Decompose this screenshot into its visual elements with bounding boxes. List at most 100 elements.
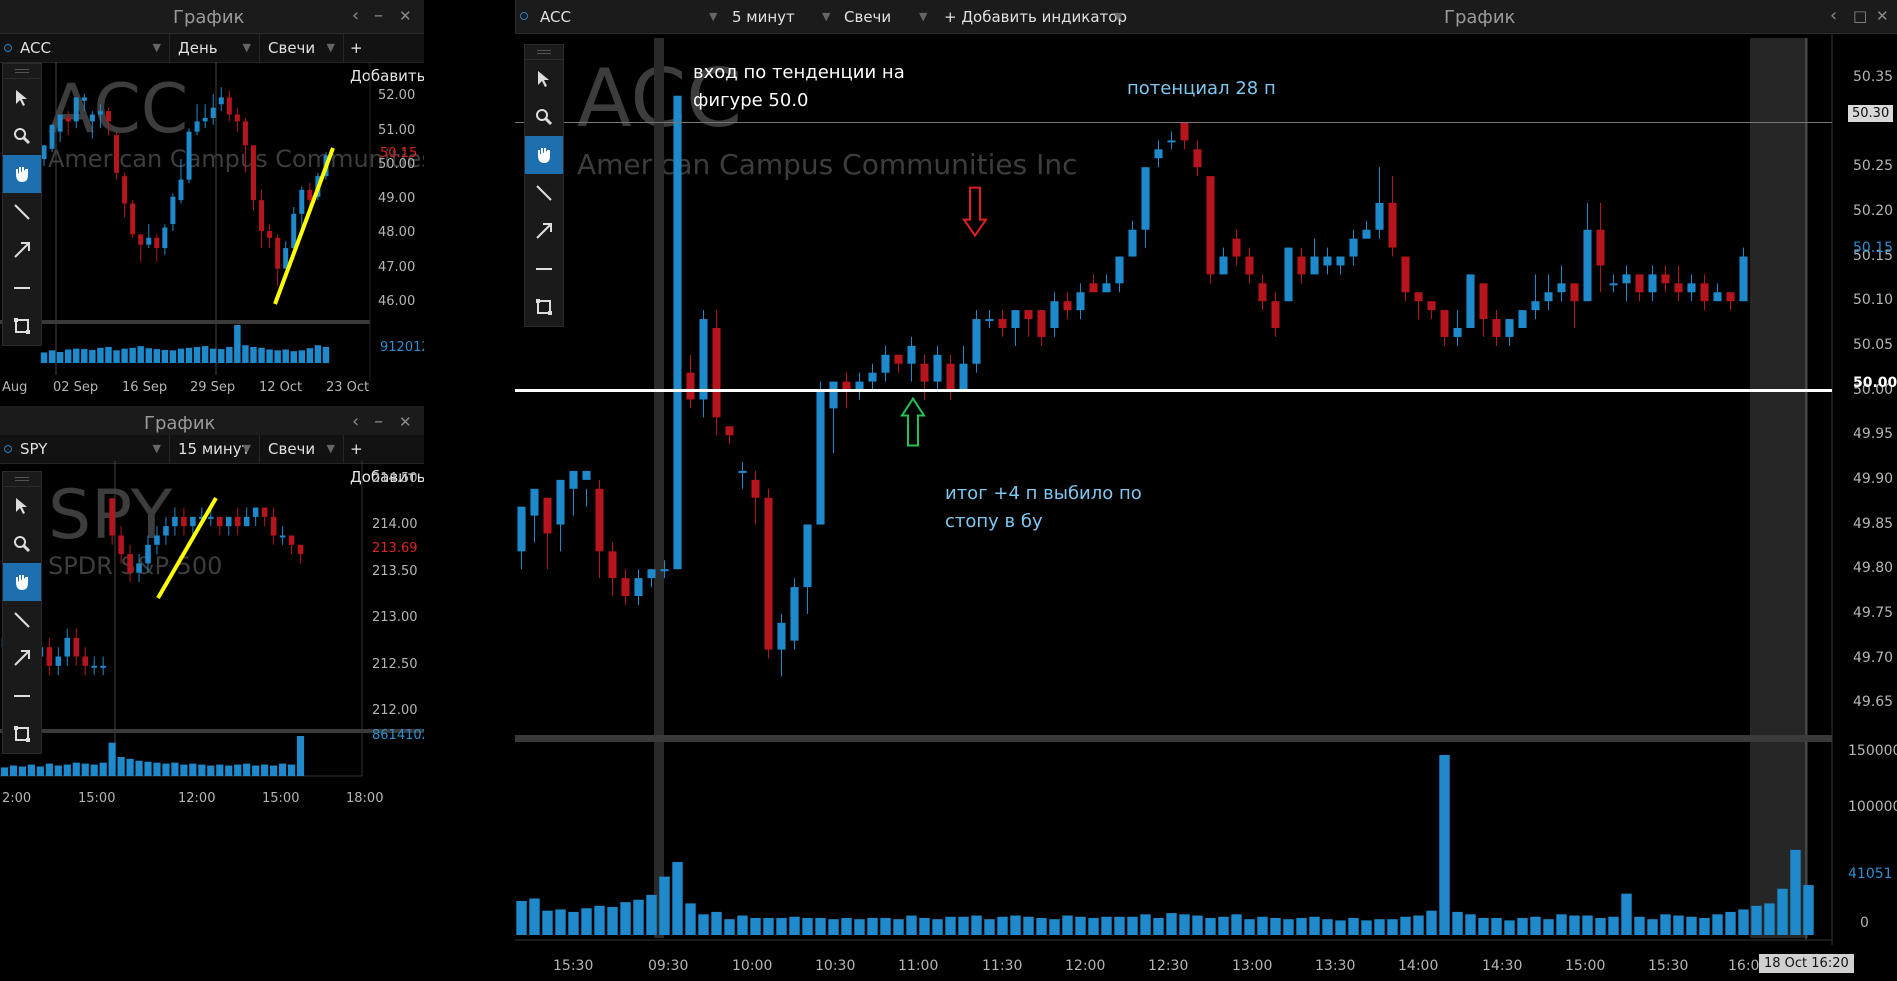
horizontal-line-icon[interactable] [3, 269, 41, 307]
volume-bar [1062, 915, 1073, 935]
chart-type-select[interactable]: Свечи ▼ [260, 435, 344, 463]
cursor-icon[interactable] [3, 79, 41, 117]
back-icon[interactable]: ‹ [352, 5, 360, 26]
chart-panel-acc-main: ACC ▼ 5 минут ▼ Свечи ▼ + Добавить индик… [515, 0, 1897, 981]
symbol-value[interactable]: ACC [540, 8, 571, 26]
candle-body [199, 516, 205, 519]
rectangle-icon[interactable] [525, 288, 563, 326]
volume-bar [63, 764, 71, 776]
daily-price-chart[interactable] [0, 0, 424, 400]
y-axis-tick: 49.80 [1853, 560, 1894, 577]
toolbar-grip-icon[interactable] [525, 45, 563, 60]
maximize-icon[interactable]: □ [1853, 7, 1868, 25]
candle-body [621, 578, 630, 596]
symbol-select[interactable]: SPY ▼ [12, 435, 170, 463]
cursor-icon[interactable] [525, 60, 563, 98]
volume-axis-tick: 41051 [1848, 866, 1893, 882]
volume-bar [568, 911, 579, 935]
arrow-icon[interactable] [525, 212, 563, 250]
interval-select[interactable]: День ▼ [170, 34, 260, 62]
add-indicator-button[interactable]: + Добавить [350, 39, 424, 85]
volume-bar [153, 349, 161, 363]
rectangle-icon[interactable] [3, 715, 41, 753]
candle-body [764, 497, 773, 650]
volume-bar [1751, 905, 1762, 935]
hand-icon[interactable] [3, 155, 41, 193]
candle-body [1544, 292, 1553, 302]
add-indicator-button[interactable]: + Добавить индикатор [944, 8, 1127, 26]
candle-body [1648, 274, 1657, 293]
candle-body [1700, 283, 1709, 302]
spy-price-chart[interactable] [0, 406, 424, 981]
volume-axis-tick: 0 [1860, 915, 1869, 931]
y-axis-tick: 52.00 [378, 88, 416, 104]
rectangle-icon[interactable] [3, 307, 41, 345]
candle-body [1323, 256, 1332, 266]
line-icon[interactable] [3, 601, 41, 639]
volume-bar [1205, 917, 1216, 935]
link-icon[interactable] [520, 12, 528, 20]
candle-body [634, 578, 643, 596]
chart-type-select[interactable]: Свечи [844, 8, 892, 26]
y-axis-tick: 50.25 [1853, 158, 1894, 175]
volume-bar [261, 764, 269, 776]
zoom-icon[interactable] [525, 98, 563, 136]
line-icon[interactable] [525, 174, 563, 212]
panel-titlebar[interactable]: ACC ▼ 5 минут ▼ Свечи ▼ + Добавить индик… [515, 0, 1897, 34]
close-icon[interactable]: ✕ [399, 413, 412, 431]
cursor-icon[interactable] [3, 487, 41, 525]
candle-body [569, 470, 578, 489]
hand-icon[interactable] [525, 136, 563, 174]
zoom-icon[interactable] [3, 525, 41, 563]
minimize-icon[interactable]: – [374, 411, 383, 432]
hand-icon[interactable] [3, 563, 41, 601]
chart-type-caret-icon[interactable]: ▼ [919, 10, 928, 23]
x-axis-tick: 11:30 [982, 958, 1023, 974]
back-icon[interactable]: ‹ [352, 411, 360, 432]
intraday-price-chart[interactable] [515, 0, 1897, 981]
volume-axis-tick: 150000 [1848, 743, 1897, 759]
arrow-icon[interactable] [3, 639, 41, 677]
minimize-icon[interactable]: – [374, 5, 383, 26]
x-axis-tick: 16 Sep [122, 380, 168, 395]
zoom-icon[interactable] [3, 117, 41, 155]
price-tag-level: 50.00 [1853, 375, 1897, 391]
close-icon[interactable]: ✕ [399, 7, 412, 25]
close-icon[interactable]: ✕ [1876, 7, 1889, 25]
candle-body [530, 488, 539, 516]
add-indicator-button[interactable]: + Добавить [350, 440, 424, 486]
chart-type-select[interactable]: Свечи ▼ [260, 34, 344, 62]
toolbar-grip-icon[interactable] [3, 472, 41, 487]
arrow-icon[interactable] [3, 231, 41, 269]
candle-body [91, 665, 97, 668]
add-indicator-caret-icon[interactable]: ▼ [1114, 10, 1123, 23]
interval-select[interactable]: 5 минут [732, 8, 795, 26]
symbol-select[interactable]: ACC ▼ [12, 34, 170, 62]
candle-body [920, 363, 929, 382]
candle-body [114, 135, 120, 173]
candle-body [130, 203, 136, 235]
x-axis-tick: 13:30 [1315, 958, 1356, 974]
volume-bar [108, 742, 116, 776]
volume-bar [1140, 914, 1151, 935]
panel-titlebar[interactable]: График ‹ – ✕ [0, 0, 424, 34]
interval-select[interactable]: 15 минут ▼ [170, 435, 260, 463]
link-icon[interactable] [4, 445, 12, 453]
drawing-toolbar [524, 44, 564, 327]
y-axis-tick: 212.50 [372, 656, 418, 672]
back-icon[interactable]: ‹ [1830, 5, 1838, 26]
link-icon[interactable] [4, 44, 12, 52]
symbol-caret-icon[interactable]: ▼ [709, 10, 718, 23]
volume-bar [1556, 914, 1567, 935]
volume-bar [1504, 920, 1515, 935]
volume-bar [958, 916, 969, 935]
toolbar-grip-icon[interactable] [3, 64, 41, 79]
panel-titlebar[interactable]: График ‹ – ✕ [0, 406, 424, 440]
volume-bar [1608, 916, 1619, 935]
horizontal-line-icon[interactable] [525, 250, 563, 288]
candle-body [299, 189, 305, 214]
horizontal-line-icon[interactable] [3, 677, 41, 715]
interval-caret-icon[interactable]: ▼ [822, 10, 831, 23]
symbol-value: ACC [20, 39, 51, 57]
line-icon[interactable] [3, 193, 41, 231]
